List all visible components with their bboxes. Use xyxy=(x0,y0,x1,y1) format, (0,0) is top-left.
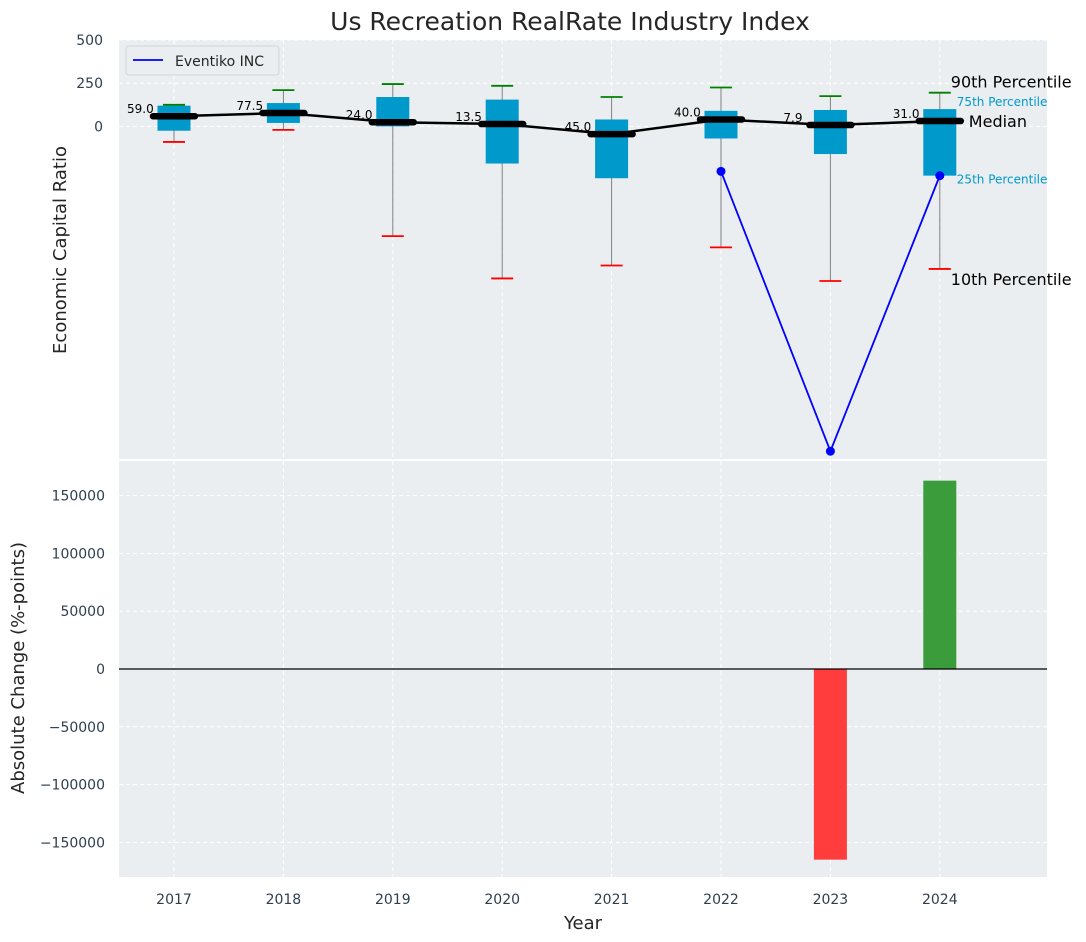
box-iqr xyxy=(704,110,738,139)
bottom-y-tick-label: 100000 xyxy=(52,546,105,562)
median-value-label: 31.0 xyxy=(893,107,920,121)
company-point xyxy=(716,166,726,176)
x-tick-label: 2024 xyxy=(922,892,958,908)
annotation-p75: 75th Percentile xyxy=(957,95,1048,109)
bottom-y-tick-label: 50000 xyxy=(60,604,105,620)
x-tick-label: 2023 xyxy=(813,892,849,908)
top-y-tick-label: 500 xyxy=(76,33,103,49)
x-tick-label: 2022 xyxy=(703,892,739,908)
bottom-y-tick-label: −50000 xyxy=(49,720,105,736)
median-value-label: 13.5 xyxy=(455,110,482,124)
bottom-y-tick-label: −100000 xyxy=(40,778,105,794)
x-tick-label: 2020 xyxy=(484,892,520,908)
top-y-tick-label: 250 xyxy=(76,76,103,92)
median-value-label: 45.0 xyxy=(565,120,592,134)
median-value-label: 24.0 xyxy=(346,108,373,122)
annotation-p10: 10th Percentile xyxy=(951,270,1072,289)
company-point xyxy=(825,446,835,456)
annotation-p90: 90th Percentile xyxy=(951,73,1072,92)
bottom-y-tick-label: 0 xyxy=(96,662,105,678)
median-value-label: 40.0 xyxy=(674,105,701,119)
box-iqr xyxy=(595,119,629,179)
change-bar xyxy=(813,669,847,860)
x-tick-label: 2018 xyxy=(266,892,302,908)
top-ylabel: Economic Capital Ratio xyxy=(50,146,71,354)
chart-title: Us Recreation RealRate Industry Index xyxy=(330,7,810,36)
x-tick-label: 2019 xyxy=(375,892,411,908)
bottom-y-tick-label: −150000 xyxy=(40,835,105,851)
bottom-y-tick-label: 150000 xyxy=(52,489,105,505)
x-tick-label: 2021 xyxy=(594,892,630,908)
box-iqr xyxy=(813,109,847,155)
median-value-label: 7.9 xyxy=(783,111,802,125)
bottom-ylabel: Absolute Change (%-points) xyxy=(8,542,29,794)
top-y-tick-label: 0 xyxy=(94,119,103,135)
annotation-p25: 25th Percentile xyxy=(957,173,1048,187)
median-value-label: 59.0 xyxy=(127,102,154,116)
change-bar xyxy=(923,480,957,669)
legend-box xyxy=(125,45,280,76)
box-iqr xyxy=(485,99,519,164)
median-value-label: 77.5 xyxy=(236,99,263,113)
legend-label: Eventiko INC xyxy=(175,54,264,70)
x-axis-label: Year xyxy=(563,913,603,934)
x-tick-label: 2017 xyxy=(156,892,192,908)
annotation-median: Median xyxy=(969,112,1027,131)
company-point xyxy=(935,171,945,181)
